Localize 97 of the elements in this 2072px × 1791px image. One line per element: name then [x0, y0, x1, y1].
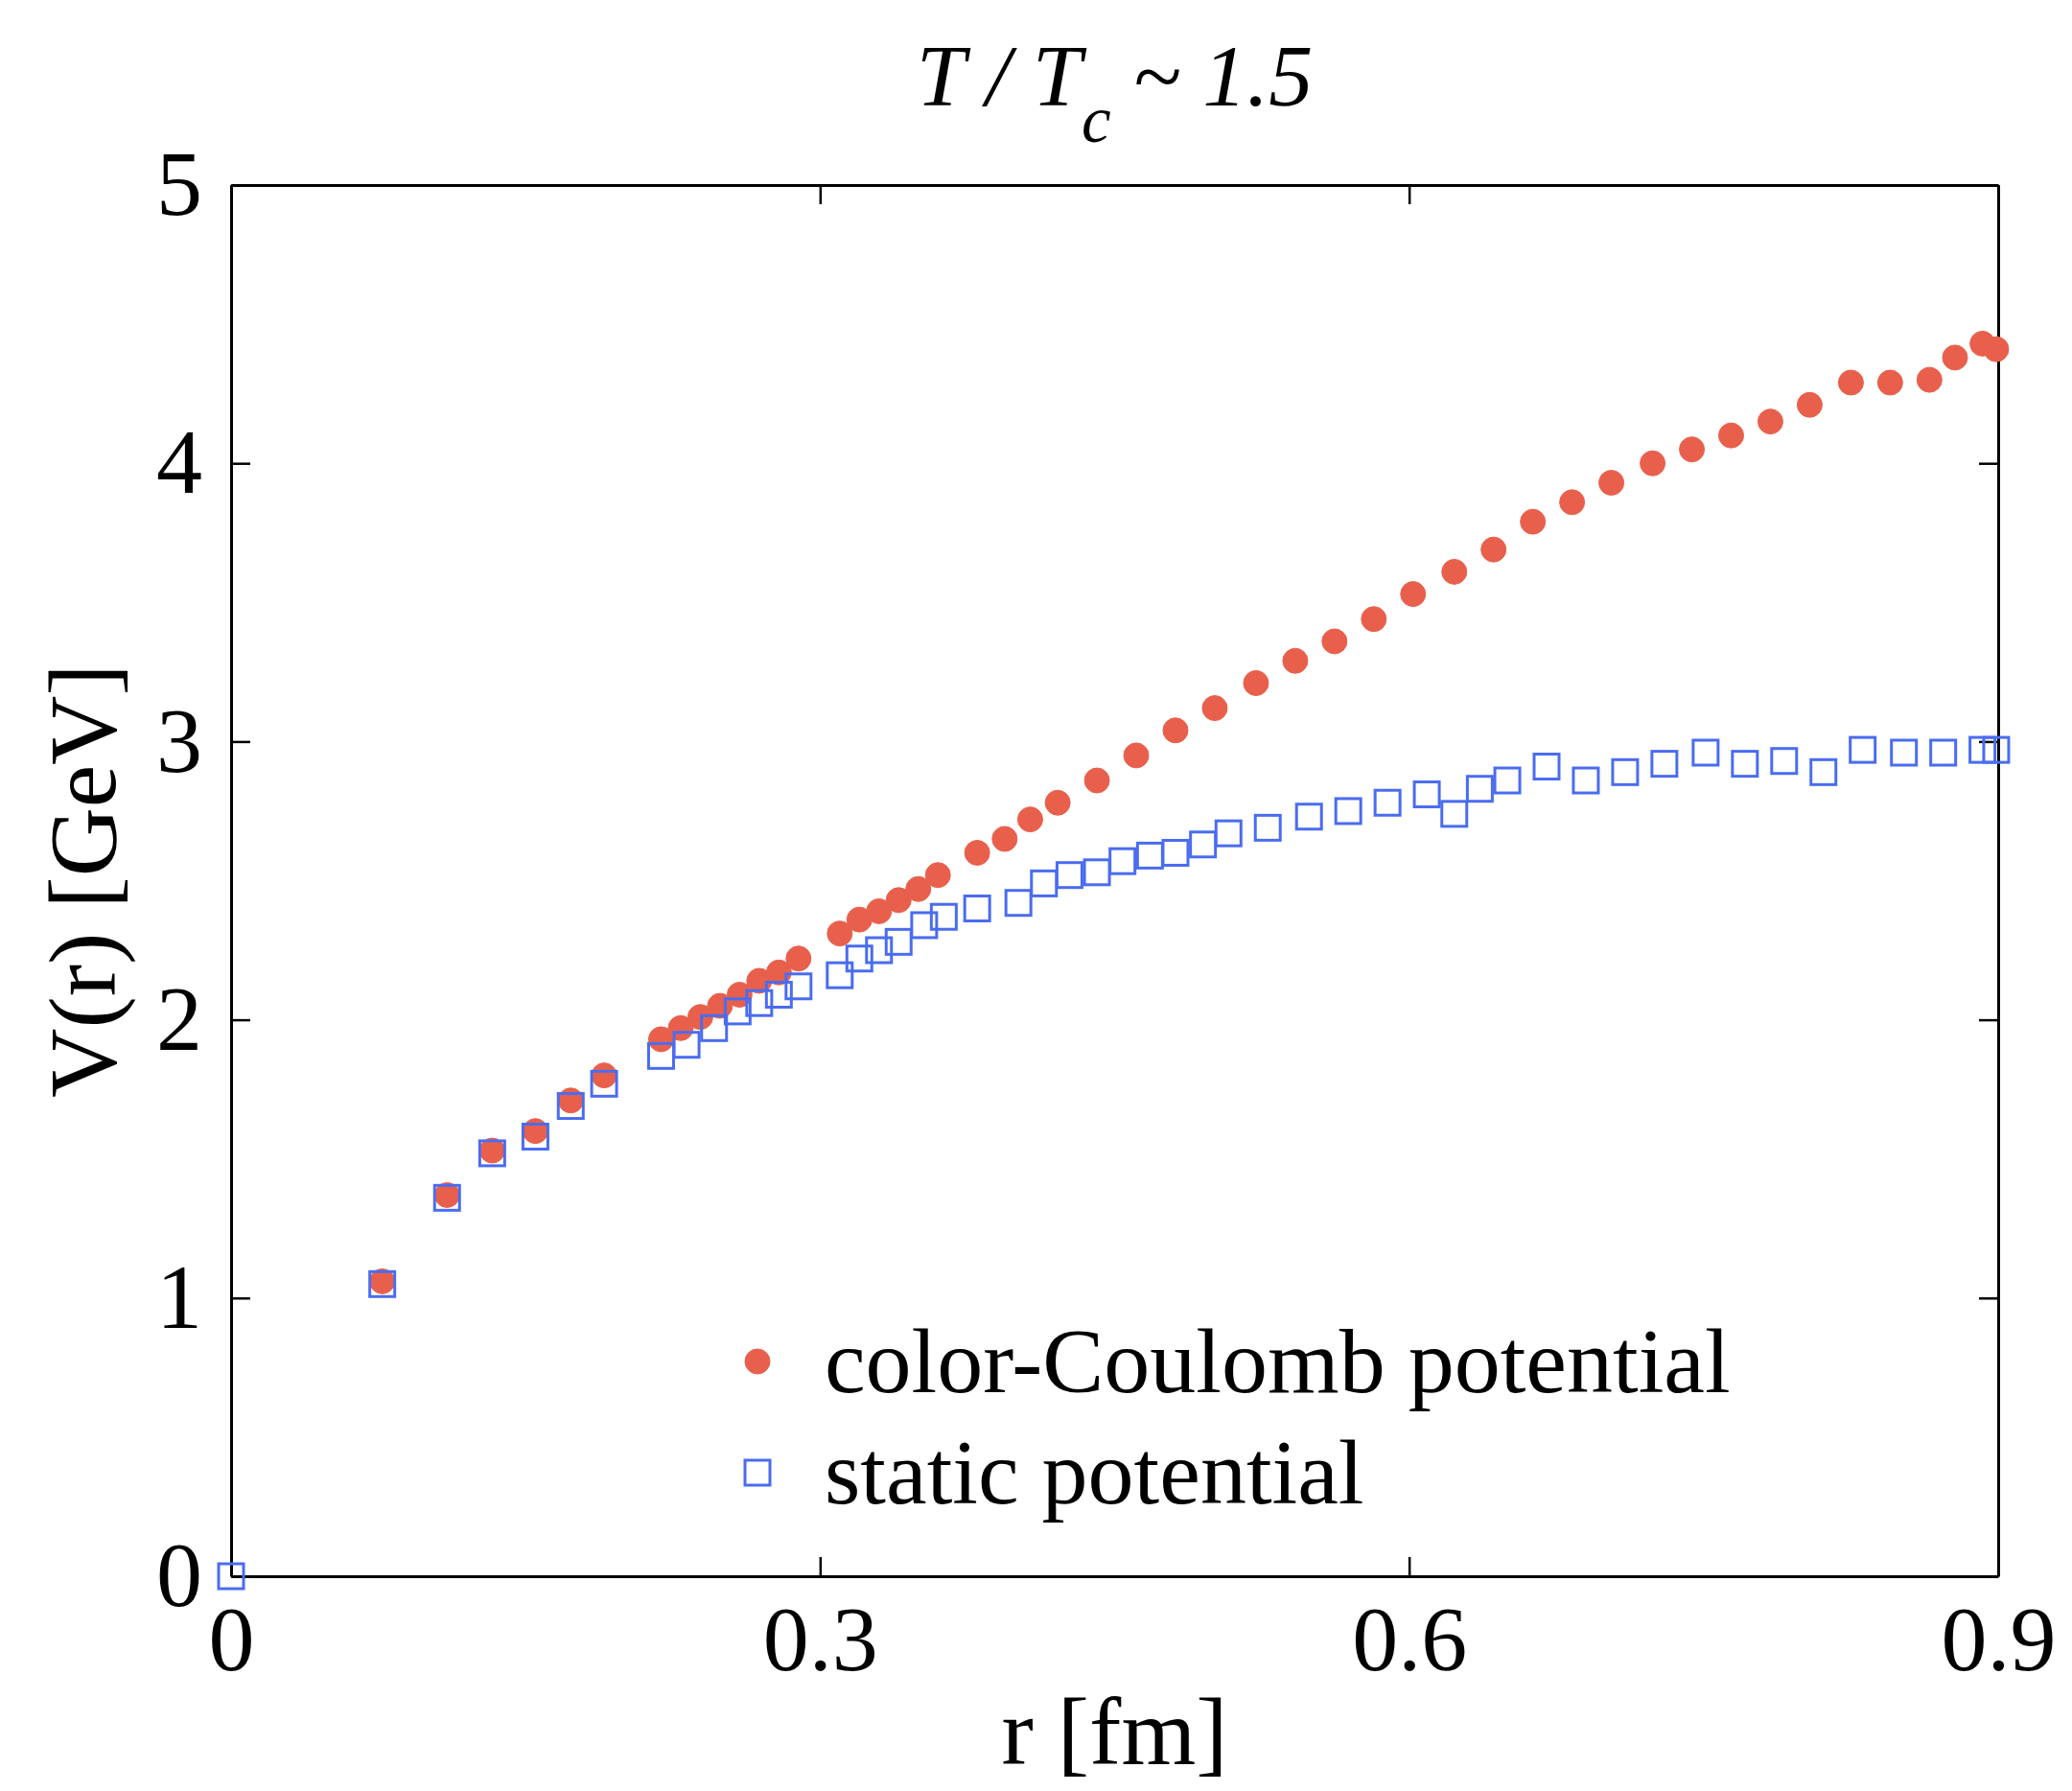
- point: [1334, 797, 1362, 826]
- point: [1640, 450, 1666, 477]
- point: [1650, 750, 1679, 779]
- point: [826, 961, 854, 989]
- point: [1679, 436, 1706, 463]
- point: [1968, 735, 1997, 764]
- point: [1982, 735, 2011, 764]
- point: [884, 927, 913, 956]
- point: [1571, 766, 1600, 795]
- point: [910, 911, 939, 940]
- point: [1942, 344, 1968, 371]
- point: [1016, 806, 1043, 833]
- point: [764, 980, 793, 1009]
- point: [963, 895, 991, 923]
- point: [1796, 391, 1823, 418]
- x-tick-label: 0.9: [1941, 1588, 2057, 1691]
- point: [1441, 558, 1468, 585]
- point: [1890, 738, 1919, 767]
- y-axis-title: V(r) [GeV]: [30, 663, 136, 1098]
- point: [1493, 766, 1522, 795]
- point: [1718, 422, 1744, 449]
- point: [1108, 847, 1137, 875]
- legend-label: color-Coulomb potential: [825, 1310, 1731, 1412]
- point: [1201, 695, 1228, 722]
- y-tick-label: 0: [156, 1524, 202, 1627]
- point: [1243, 669, 1269, 696]
- point: [1214, 819, 1243, 848]
- y-tick-label: 5: [156, 132, 202, 236]
- point: [1253, 813, 1282, 842]
- point: [672, 1031, 701, 1059]
- point: [1731, 750, 1759, 779]
- point: [1598, 470, 1625, 497]
- point: [1770, 747, 1799, 776]
- point: [1044, 789, 1071, 816]
- point: [1055, 861, 1083, 890]
- point: [1520, 508, 1547, 535]
- point: [1030, 869, 1059, 897]
- point: [521, 1122, 549, 1151]
- x-axis-title: r [fm]: [1001, 1679, 1228, 1785]
- point: [1559, 489, 1586, 516]
- point: [1161, 838, 1190, 867]
- y-tick-label: 1: [156, 1245, 202, 1349]
- point: [991, 826, 1018, 852]
- point: [1083, 858, 1111, 887]
- point: [1837, 369, 1864, 396]
- point: [1282, 647, 1309, 674]
- point: [1929, 738, 1958, 767]
- point: [745, 989, 774, 1017]
- point: [1400, 581, 1427, 608]
- point: [905, 875, 932, 902]
- point: [1123, 742, 1150, 769]
- y-tick-label: 4: [156, 410, 202, 514]
- point: [1294, 802, 1323, 831]
- point: [1373, 788, 1402, 817]
- point: [1083, 767, 1110, 794]
- point: [924, 862, 951, 889]
- point: [1412, 780, 1441, 809]
- point: [885, 887, 912, 914]
- point: [826, 920, 853, 947]
- point: [1162, 717, 1189, 744]
- x-tick-label: 0.3: [762, 1588, 878, 1691]
- point: [556, 1092, 585, 1121]
- point: [1611, 757, 1640, 786]
- point: [590, 1069, 618, 1098]
- point: [845, 944, 873, 973]
- point: [964, 839, 990, 866]
- point: [646, 1041, 675, 1070]
- point: [1321, 628, 1348, 655]
- point: [785, 945, 812, 972]
- point: [1876, 369, 1903, 396]
- legend-label: static potential: [825, 1421, 1364, 1524]
- point: [1135, 841, 1164, 870]
- point: [700, 1013, 729, 1042]
- point: [1189, 830, 1218, 859]
- point: [866, 897, 893, 924]
- point: [1532, 753, 1561, 781]
- point: [1809, 757, 1838, 786]
- point: [1757, 408, 1783, 435]
- point: [1916, 366, 1943, 393]
- point: [1849, 735, 1877, 764]
- point: [1440, 800, 1469, 828]
- point: [846, 906, 873, 933]
- point: [1465, 775, 1494, 803]
- point: [784, 972, 813, 1001]
- x-tick-label: 0.6: [1352, 1588, 1468, 1691]
- point: [217, 1562, 245, 1591]
- point: [1983, 336, 2010, 362]
- point: [1480, 536, 1507, 563]
- point: [1691, 738, 1720, 767]
- y-tick-label: 2: [156, 966, 202, 1070]
- point: [865, 936, 894, 965]
- point: [1004, 889, 1033, 918]
- point: [1361, 606, 1387, 633]
- y-tick-label: 3: [156, 688, 202, 792]
- point: [929, 902, 958, 931]
- point: [723, 997, 752, 1026]
- chart-title: T / T$_{c}$ ~ 1.5: [916, 27, 1314, 156]
